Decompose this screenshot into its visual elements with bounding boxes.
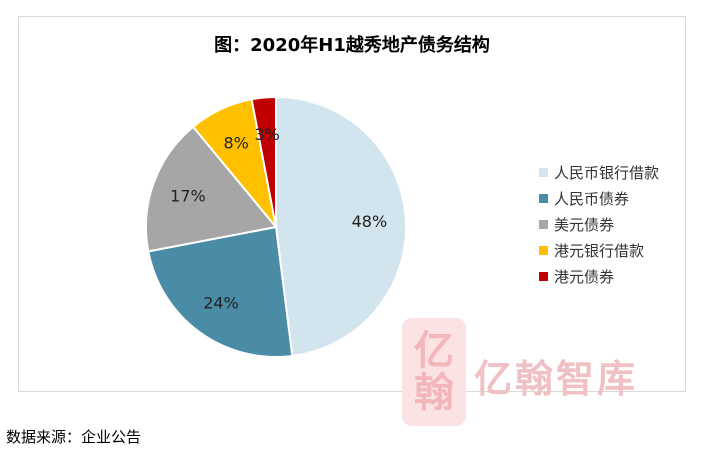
pie-slice bbox=[147, 225, 294, 358]
data-label: 17% bbox=[170, 186, 206, 205]
data-label: 8% bbox=[223, 133, 248, 152]
watermark-seal: 亿 翰 bbox=[402, 318, 466, 426]
legend-swatch bbox=[539, 167, 548, 177]
watermark-seal-char: 亿 bbox=[414, 328, 454, 374]
source-note: 数据来源：企业公告 bbox=[6, 428, 142, 446]
chart-legend: 人民币银行借款 人民币债券美元债券港元银行借款 港元债券 bbox=[539, 159, 659, 289]
pie-slice bbox=[145, 125, 278, 253]
legend-swatch bbox=[539, 271, 548, 281]
legend-label: 港元债券 bbox=[554, 267, 615, 286]
chart-title: 图：2020年H1越秀地产债务结构 bbox=[214, 35, 490, 56]
legend-label: 美元债券 bbox=[554, 215, 615, 234]
legend-item: 人民币债券 bbox=[539, 185, 659, 211]
legend-label: 人民币债券 bbox=[554, 189, 630, 208]
data-label: 3% bbox=[254, 125, 279, 144]
legend-item: 人民币银行借款 bbox=[539, 159, 659, 185]
legend-swatch bbox=[539, 219, 548, 229]
pie-chart: 48% 24% 17% 8% 3% bbox=[145, 95, 407, 358]
legend-swatch bbox=[539, 193, 548, 203]
data-label: 24% bbox=[203, 294, 239, 313]
pie-slice bbox=[250, 95, 277, 228]
legend-swatch bbox=[539, 245, 548, 255]
data-label: 48% bbox=[352, 212, 388, 231]
watermark-logo: 亿 翰 亿翰智库 bbox=[402, 318, 682, 438]
legend-item: 港元银行借款 bbox=[539, 237, 659, 263]
legend-label: 人民币银行借款 bbox=[554, 163, 660, 182]
legend-item: 港元债券 bbox=[539, 263, 659, 289]
pie-slice bbox=[275, 95, 407, 358]
watermark-seal-char: 翰 bbox=[414, 370, 454, 416]
chart-frame: 图：2020年H1越秀地产债务结构 48% 24% 17% 8% 3% 人民币银行借款人… bbox=[18, 16, 686, 392]
legend-label: 港元银行借款 bbox=[554, 241, 645, 260]
legend-item: 美元债券 bbox=[539, 211, 659, 237]
watermark-text: 亿翰智库 bbox=[474, 357, 639, 401]
